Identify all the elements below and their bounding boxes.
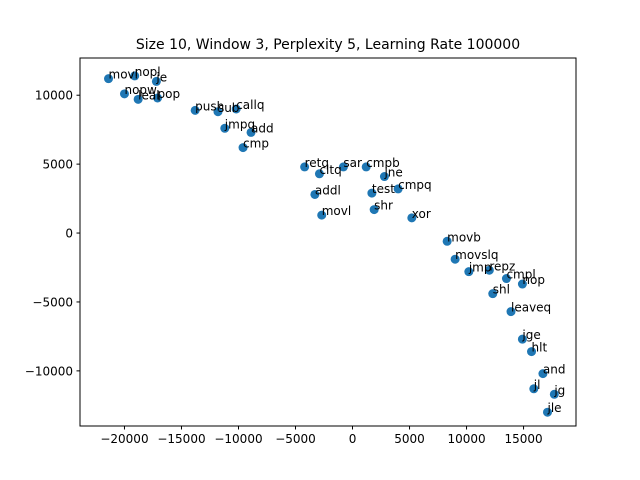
- y-tick-label: −10000: [25, 364, 73, 378]
- data-point: [538, 369, 548, 379]
- y-tick-label: 0: [65, 227, 73, 241]
- point-label: jl: [533, 378, 541, 392]
- point-label: shr: [374, 199, 393, 213]
- data-point: [369, 205, 379, 215]
- data-point: [300, 162, 310, 172]
- point-label: nop: [522, 273, 545, 287]
- x-tick-label: 5000: [394, 432, 425, 446]
- point-label: sub: [218, 101, 239, 115]
- point-label: hlt: [532, 341, 548, 355]
- y-tick-label: 5000: [42, 158, 73, 172]
- data-point: [119, 89, 129, 99]
- point-label: sar: [343, 156, 362, 170]
- point-label: cmpq: [398, 178, 432, 192]
- point-label: cmpb: [366, 156, 400, 170]
- point-label: leal: [138, 88, 159, 102]
- data-point: [501, 274, 511, 284]
- data-point: [220, 123, 230, 133]
- data-point: [367, 188, 377, 198]
- y-tick-label: 10000: [35, 89, 73, 103]
- data-point: [542, 407, 552, 417]
- data-point: [379, 172, 389, 182]
- point-label: movl: [322, 204, 351, 218]
- data-point: [442, 236, 452, 246]
- x-tick-label: 10000: [447, 432, 485, 446]
- data-point: [361, 162, 371, 172]
- data-point: [338, 162, 348, 172]
- point-label: je: [155, 70, 167, 84]
- data-point: [231, 104, 241, 114]
- point-labels: movlnopljenopwlealpoppushsubcallqjmpqadd…: [109, 65, 566, 415]
- point-label: pop: [158, 87, 181, 101]
- point-label: nopl: [135, 65, 161, 79]
- data-point: [314, 169, 324, 179]
- y-tick-label: −5000: [32, 295, 73, 309]
- data-point: [529, 384, 539, 394]
- axes-frame: [79, 57, 577, 427]
- point-label: addl: [315, 183, 341, 197]
- data-point: [190, 105, 200, 115]
- data-point: [238, 143, 248, 153]
- point-label: jge: [521, 328, 540, 342]
- point-label: and: [543, 363, 566, 377]
- x-tick-label: −20000: [100, 432, 148, 446]
- point-label: callq: [236, 98, 264, 112]
- point-label: repz: [489, 259, 515, 273]
- point-label: nopw: [124, 83, 157, 97]
- point-label: shl: [493, 283, 510, 297]
- point-label: test: [372, 182, 395, 196]
- point-label: push: [195, 99, 224, 113]
- point-label: movslq: [455, 248, 498, 262]
- data-point: [317, 210, 327, 220]
- x-tick-label: 0: [349, 432, 357, 446]
- point-label: jle: [546, 401, 561, 415]
- data-points: [104, 71, 559, 417]
- data-point: [549, 389, 559, 399]
- chart-title: Size 10, Window 3, Perplexity 5, Learnin…: [136, 37, 520, 53]
- point-label: xor: [412, 207, 431, 221]
- data-point: [310, 189, 320, 199]
- data-point: [464, 267, 474, 277]
- data-point: [506, 307, 516, 317]
- data-point: [450, 254, 460, 264]
- point-label: cltq: [319, 163, 341, 177]
- point-label: jmpq: [224, 117, 255, 131]
- point-label: leaveq: [511, 301, 551, 315]
- point-label: jg: [553, 383, 565, 397]
- point-label: jmp: [468, 261, 492, 275]
- data-point: [527, 347, 537, 357]
- data-point: [104, 74, 114, 84]
- point-label: jne: [383, 166, 402, 180]
- point-label: retq: [305, 156, 329, 170]
- x-tick-label: −5000: [275, 432, 316, 446]
- data-point: [517, 279, 527, 289]
- data-point: [130, 71, 140, 81]
- data-point: [393, 184, 403, 194]
- data-point: [484, 265, 494, 275]
- x-tick-label: −10000: [214, 432, 262, 446]
- axis-ticks: −20000 −15000 −10000 −5000 0 5000 10000 15000 −1…: [25, 89, 543, 446]
- data-point: [153, 93, 163, 103]
- data-point: [133, 94, 143, 104]
- point-label: add: [251, 121, 274, 135]
- point-label: cmpl: [506, 268, 535, 282]
- x-tick-label: 15000: [504, 432, 542, 446]
- data-point: [151, 76, 161, 86]
- data-point: [246, 127, 256, 137]
- data-point: [517, 334, 527, 344]
- point-label: cmp: [243, 137, 269, 151]
- point-label: movb: [447, 230, 481, 244]
- data-point: [488, 289, 498, 299]
- data-point: [407, 213, 417, 223]
- data-point: [213, 107, 223, 117]
- point-label: movl: [109, 68, 138, 82]
- x-tick-label: −15000: [157, 432, 205, 446]
